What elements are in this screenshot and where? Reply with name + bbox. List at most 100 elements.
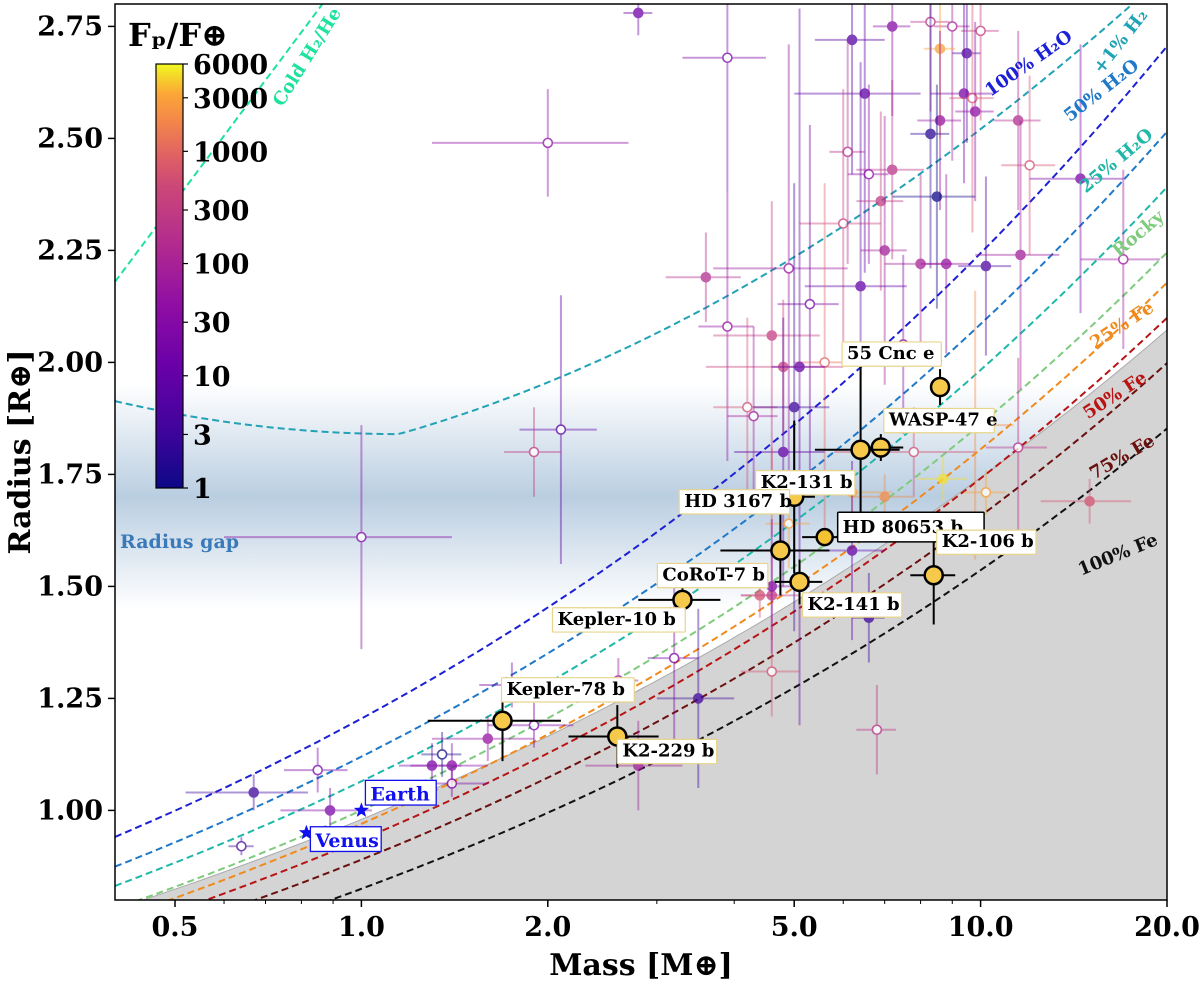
planet-marker <box>528 719 540 731</box>
background-planet <box>665 232 741 323</box>
colorbar-tick-label: 1 <box>193 474 212 505</box>
y-axis-label: Radius [R⊕] <box>3 349 38 554</box>
planet-label-k2-106-b: K2-106 b <box>936 529 1037 555</box>
background-planet <box>284 747 348 793</box>
background-planet <box>777 124 839 484</box>
background-planet <box>1040 478 1132 524</box>
curve-50-fe <box>203 317 1167 900</box>
background-planet <box>519 295 597 564</box>
y-tick-label: 1.50 <box>37 571 103 602</box>
background-planet <box>713 44 848 493</box>
background-planet <box>952 4 981 143</box>
background-planet <box>421 732 462 777</box>
planet-label-text: 55 Cnc e <box>847 343 934 364</box>
planet-marker <box>1075 173 1086 185</box>
planet-marker <box>870 437 892 458</box>
planet-marker <box>937 473 949 485</box>
planet-marker <box>555 424 567 435</box>
background-planet <box>794 4 921 273</box>
planet-marker <box>482 733 494 745</box>
background-planet <box>961 4 999 121</box>
planet-marker <box>934 115 946 126</box>
background-planet <box>713 201 820 470</box>
planet-label-text: K2-229 b <box>622 740 714 761</box>
label-box <box>616 738 718 765</box>
radius-gap-label: Radius gap <box>120 531 239 553</box>
highlighted-planet <box>720 505 830 596</box>
solar-label-text: Earth <box>370 783 430 805</box>
planet-marker <box>850 439 871 461</box>
planet-label-text: K2-131 b <box>761 472 853 493</box>
planet-marker <box>886 164 898 176</box>
planet-marker <box>766 666 778 677</box>
background-planet <box>740 550 800 641</box>
planet-label-text: K2-141 b <box>808 594 900 615</box>
x-tick-label: 20.0 <box>1134 912 1200 943</box>
background-planet <box>910 4 950 269</box>
planet-marker <box>819 357 830 368</box>
colorbar-tick-label: 3 <box>193 420 212 451</box>
label-box <box>500 677 635 703</box>
background-planet <box>923 4 956 139</box>
colorbar-tick-label: 300 <box>193 196 249 227</box>
planet-marker <box>859 88 871 99</box>
background-planet <box>985 357 1047 538</box>
planet-marker <box>777 446 789 458</box>
background-planet <box>185 774 309 811</box>
planet-label-text: Kepler-78 b <box>507 679 625 700</box>
background-planet <box>280 788 372 833</box>
planet-marker <box>777 361 789 373</box>
planet-marker <box>766 581 778 592</box>
y-tick-label: 1.00 <box>37 795 103 826</box>
planet-marker <box>1024 159 1035 171</box>
planet-marker <box>789 571 810 593</box>
background-planet <box>1080 169 1161 349</box>
background-planet <box>917 30 962 211</box>
planet-label-text: Kepler-10 b <box>557 609 675 630</box>
curve-50-h-o <box>115 131 1167 868</box>
background-planet <box>727 326 778 506</box>
planet-marker <box>915 258 926 270</box>
colorbar-tick-label: 10 <box>193 362 231 393</box>
background-planet <box>933 4 970 161</box>
planet-marker <box>668 652 680 664</box>
planet-label-text: HD 80653 b <box>843 517 963 538</box>
curve-cold-h-he <box>115 4 324 283</box>
planet-marker <box>700 271 712 283</box>
x-axis-label: Mass [M⊕] <box>549 948 733 983</box>
curve-75-fe <box>252 362 1167 900</box>
planet-marker <box>766 330 778 341</box>
colorbar-tick-label: 1000 <box>193 137 268 168</box>
label-box <box>364 779 437 806</box>
highlighted-planet <box>856 434 904 461</box>
planet-marker <box>672 589 693 611</box>
planet-label-text: HD 3167 b <box>684 491 792 512</box>
planet-marker <box>748 410 759 422</box>
colorbar-tick-label: 100 <box>193 250 249 281</box>
background-planet <box>993 30 1041 211</box>
background-planet <box>228 837 254 856</box>
curve-25-fe <box>166 281 1167 900</box>
background-planet <box>623 4 653 36</box>
label-box <box>936 529 1037 555</box>
label-box <box>678 489 791 515</box>
y-tick-label: 2.00 <box>37 347 103 378</box>
background-planet <box>713 317 778 497</box>
background-planet <box>920 174 970 354</box>
planet-label-wasp-47-e: WASP-47 e <box>883 407 998 434</box>
planet-marker <box>842 146 853 158</box>
background-planet <box>872 4 911 116</box>
planet-marker <box>722 52 733 64</box>
planet-marker <box>324 805 336 816</box>
planet-label-k2-229-b: K2-229 b <box>616 738 718 765</box>
background-planet <box>958 176 1012 356</box>
curve-rocky <box>136 251 1167 900</box>
planet-marker <box>837 218 849 229</box>
planet-marker <box>446 760 458 771</box>
planet-marker <box>931 191 943 202</box>
background-planet <box>847 84 889 264</box>
planet-marker <box>356 531 367 543</box>
planet-marker <box>1012 442 1024 453</box>
x-tick-label: 2.0 <box>524 912 571 943</box>
